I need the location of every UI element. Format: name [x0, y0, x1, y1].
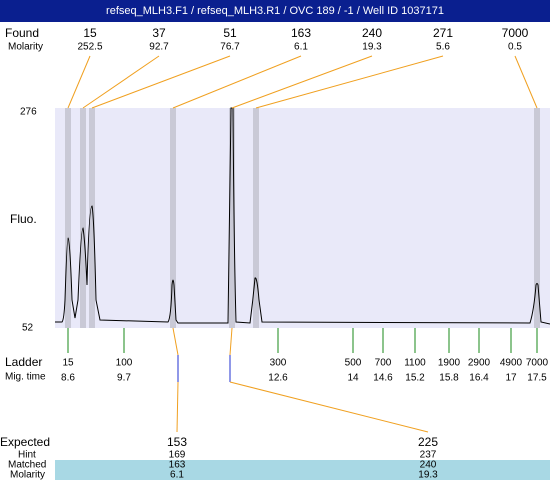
ladder-size: 700	[375, 358, 392, 369]
peak-connector	[231, 55, 373, 109]
matched-size: 163	[169, 460, 186, 471]
peak-molarity: 19.3	[362, 42, 382, 53]
plot-area	[55, 108, 550, 328]
ladder-time: 17	[505, 373, 517, 384]
peak-molarity: 252.5	[77, 42, 102, 53]
expected-size: 153	[167, 435, 187, 449]
peak-band	[253, 108, 259, 328]
peak-size: 163	[291, 26, 311, 40]
matched-size: 240	[420, 460, 437, 471]
found-sublabel: Molarity	[8, 42, 43, 53]
peak-molarity: 6.1	[294, 42, 308, 53]
connector	[176, 381, 179, 433]
ladder-time: 15.8	[439, 373, 459, 384]
ladder-time: 8.6	[61, 373, 75, 384]
peak-size: 271	[433, 26, 453, 40]
ladder-size: 15	[62, 358, 74, 369]
ladder-size: 500	[345, 358, 362, 369]
matched-molarity: 6.1	[170, 470, 184, 480]
peak-molarity: 76.7	[220, 42, 240, 53]
connector	[229, 381, 429, 433]
ladder-size: 1100	[404, 358, 426, 369]
ladder-time: 14.6	[373, 373, 393, 384]
ladder-size: 1900	[438, 358, 461, 369]
peak-size: 7000	[502, 26, 529, 40]
peak-band	[80, 108, 86, 328]
peak-connector	[91, 55, 231, 109]
peak-band	[89, 108, 95, 328]
ladder-size: 2900	[468, 358, 491, 369]
peak-size: 240	[362, 26, 382, 40]
trace	[55, 107, 550, 325]
title-bar	[0, 0, 550, 22]
matched-band	[55, 460, 550, 480]
molarity-label: Molarity	[10, 470, 45, 480]
peak-band	[534, 108, 540, 328]
expected-label: Expected	[0, 435, 50, 449]
peak-connector	[67, 55, 91, 109]
y-label: Fluo.	[10, 212, 37, 226]
ladder-time: 16.4	[469, 373, 489, 384]
ladder-size: 100	[116, 358, 133, 369]
ladder-time: 15.2	[405, 373, 425, 384]
peak-connector	[172, 55, 302, 109]
ladder-sublabel: Mig. time	[5, 372, 46, 383]
connector	[172, 327, 179, 356]
ladder-label: Ladder	[5, 355, 42, 369]
peak-band	[170, 108, 176, 328]
y-min: 52	[22, 323, 34, 334]
peak-connector	[255, 55, 444, 109]
y-max: 276	[20, 107, 37, 118]
connector	[229, 327, 233, 356]
hint-size: 237	[420, 450, 437, 461]
ladder-time: 14	[347, 373, 359, 384]
peak-band	[65, 108, 71, 328]
ladder-size: 4900	[500, 358, 523, 369]
ladder-size: 7000	[526, 358, 549, 369]
ladder-time: 12.6	[268, 373, 288, 384]
peak-size: 15	[83, 26, 97, 40]
peak-connector	[82, 55, 160, 109]
matched-molarity: 19.3	[418, 470, 438, 480]
expected-size: 225	[418, 435, 438, 449]
peak-size: 51	[223, 26, 237, 40]
ladder-time: 17.5	[527, 373, 547, 384]
peak-size: 37	[152, 26, 166, 40]
matched-label: Matched	[8, 460, 46, 471]
peak-band	[229, 108, 235, 328]
ladder-time: 9.7	[117, 373, 131, 384]
found-label: Found	[5, 26, 39, 40]
peak-connector	[514, 55, 538, 109]
peak-molarity: 0.5	[508, 42, 522, 53]
peak-molarity: 5.6	[436, 42, 450, 53]
title: refseq_MLH3.F1 / refseq_MLH3.R1 / OVC 18…	[106, 5, 444, 17]
hint-label: Hint	[18, 450, 36, 461]
hint-size: 169	[169, 450, 186, 461]
peak-molarity: 92.7	[149, 42, 169, 53]
ladder-size: 300	[270, 358, 287, 369]
